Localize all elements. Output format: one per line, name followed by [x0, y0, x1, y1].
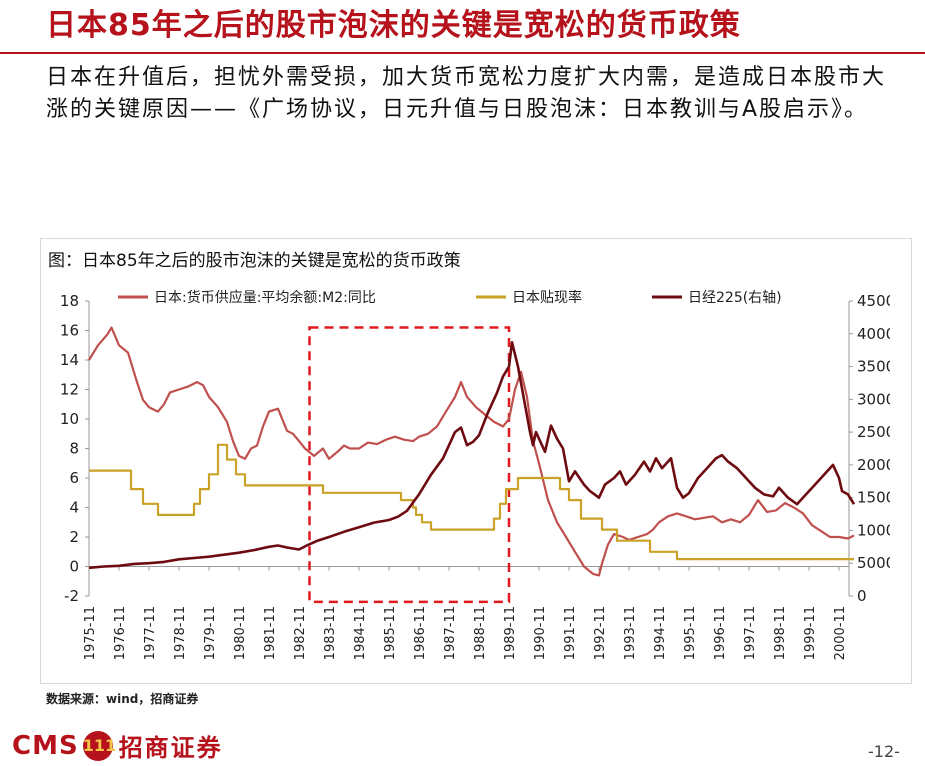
- y-right-tick-label: 0: [857, 587, 867, 605]
- highlight-box: [308, 326, 511, 604]
- y-right-tick-label: 10000: [857, 521, 890, 539]
- x-tick-label: 2000-11: [833, 606, 848, 660]
- page-title: 日本85年之后的股市泡沫的关键是宽松的货币政策: [46, 8, 741, 43]
- x-tick-label: 1986-11: [413, 606, 428, 660]
- x-tick-label: 1976-11: [113, 606, 128, 660]
- cms-logo: CMS 111 招商证券: [12, 728, 223, 763]
- x-tick-label: 1985-11: [383, 606, 398, 660]
- y-left-tick-label: -2: [64, 587, 79, 605]
- y-left-tick-label: 10: [60, 410, 79, 428]
- x-tick-label: 1989-11: [503, 606, 518, 660]
- y-right-tick-label: 15000: [857, 489, 890, 507]
- y-left-tick-label: 0: [69, 558, 79, 576]
- intro-paragraph: 日本在升值后，担忧外需受损，加大货币宽松力度扩大内需，是造成日本股市大涨的关键原…: [46, 65, 887, 122]
- y-right-tick-label: 35000: [857, 358, 890, 376]
- x-tick-label: 1996-11: [713, 606, 728, 660]
- x-tick-label: 1978-11: [173, 606, 188, 660]
- y-left-tick-label: 18: [60, 292, 79, 310]
- x-tick-label: 1981-11: [263, 606, 278, 660]
- series-line-m2: [88, 326, 855, 577]
- logo-cms-text: CMS: [12, 730, 79, 761]
- y-left-tick-label: 14: [60, 351, 79, 369]
- x-tick-label: 1984-11: [353, 606, 368, 660]
- y-left-tick-label: 12: [60, 381, 79, 399]
- legend-label-discount: 日本贴现率: [512, 289, 582, 306]
- y-right-tick-label: 20000: [857, 456, 890, 474]
- y-left-tick-label: 4: [69, 499, 79, 517]
- series-line-nikkei: [88, 341, 856, 570]
- logo-mark-icon: 111: [82, 730, 116, 761]
- y-right-tick-label: 45000: [857, 292, 890, 310]
- y-left-tick-label: 6: [69, 469, 79, 487]
- x-tick-label: 1990-11: [533, 606, 548, 660]
- y-right-tick-label: 30000: [857, 390, 890, 408]
- x-tick-label: 1988-11: [473, 606, 488, 660]
- y-right-tick-label: 40000: [857, 325, 890, 343]
- x-tick-label: 1999-11: [803, 606, 818, 660]
- x-tick-label: 1979-11: [203, 606, 218, 660]
- figure-frame: [40, 238, 912, 684]
- data-source: 数据来源：wind，招商证券: [46, 692, 199, 706]
- x-tick-label: 1997-11: [743, 606, 758, 660]
- x-tick-label: 1975-11: [83, 606, 98, 660]
- page-number: -12-: [868, 742, 900, 761]
- y-right-tick-label: 5000: [857, 554, 890, 572]
- legend-label-nikkei: 日经225(右轴): [688, 290, 782, 306]
- chart: -2 0 2 4 6 8 10 12 14 16 18 0 5000 10000 15000 20000 250…: [60, 289, 890, 660]
- series-line-discount: [89, 443, 854, 561]
- y-left-tick-label: 16: [60, 322, 79, 340]
- x-tick-label: 1991-11: [563, 606, 578, 660]
- logo-cn-text: 招商证券: [118, 734, 223, 762]
- legend-label-m2: 日本:货币供应量:平均余额:M2:同比: [154, 289, 376, 306]
- x-tick-label: 1992-11: [593, 606, 608, 660]
- y-left-tick-label: 8: [69, 440, 79, 458]
- x-tick-label: 1982-11: [293, 606, 308, 660]
- x-tick-label: 1994-11: [653, 606, 668, 660]
- x-tick-label: 1987-11: [443, 606, 458, 660]
- y-left-tick-label: 2: [69, 528, 79, 546]
- x-tick-label: 1980-11: [233, 606, 248, 660]
- x-tick-label: 1993-11: [623, 606, 638, 660]
- x-tick-label: 1998-11: [773, 606, 788, 660]
- title-divider: [0, 52, 925, 54]
- x-tick-label: 1977-11: [143, 606, 158, 660]
- x-tick-label: 1983-11: [323, 606, 338, 660]
- y-right-tick-label: 25000: [857, 423, 890, 441]
- x-tick-label: 1995-11: [683, 606, 698, 660]
- figure-caption: 图：日本85年之后的股市泡沫的关键是宽松的货币政策: [48, 251, 461, 271]
